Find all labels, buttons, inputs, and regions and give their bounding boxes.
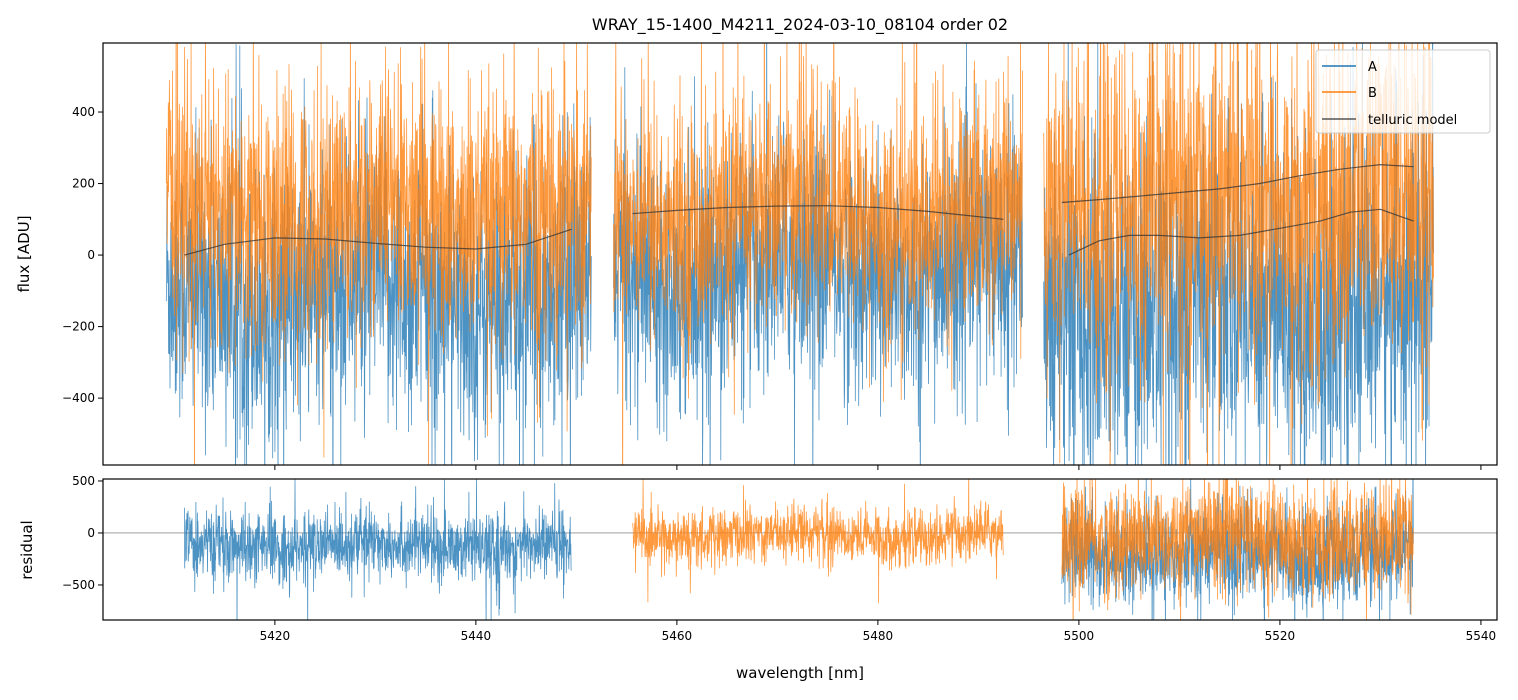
x-tick-label: 5420	[260, 629, 291, 643]
y-tick-label: 0	[87, 526, 95, 540]
x-axis-label: wavelength [nm]	[736, 664, 864, 682]
y-tick-label: 500	[72, 474, 95, 488]
legend-label-b: B	[1368, 86, 1377, 101]
axes-frame	[102, 478, 1498, 621]
series-b-segment-2	[1061, 479, 1414, 620]
y-tick-label: −200	[62, 320, 95, 334]
series-b-segment-1	[632, 479, 1004, 604]
telluric-model-curve-4	[1068, 208, 1414, 256]
y-tick-label: −500	[62, 578, 95, 592]
x-tick-label: 5520	[1265, 629, 1296, 643]
legend-box	[1315, 49, 1491, 134]
legend-label-a: A	[1368, 60, 1377, 75]
x-tick-label: 5500	[1064, 629, 1095, 643]
y-axis-label-flux: flux [ADU]	[15, 215, 33, 292]
x-tick-label: 5480	[863, 629, 894, 643]
y-axis-label-residual: residual	[18, 520, 36, 579]
series-b-segment-2	[613, 43, 1023, 465]
y-tick-label: 200	[72, 177, 95, 191]
x-tick-label: 5540	[1466, 629, 1497, 643]
telluric-model-curve-2	[632, 205, 1004, 220]
x-tick-label: 5460	[662, 629, 693, 643]
y-tick-label: 400	[72, 105, 95, 119]
telluric-model-curve-3	[1061, 163, 1414, 204]
plot-area	[165, 43, 1434, 465]
y-tick-label: −400	[62, 391, 95, 405]
axes-frame	[102, 42, 1498, 466]
legend-label-model: telluric model	[1368, 113, 1457, 128]
legend: A B telluric model	[1315, 49, 1491, 134]
plot-area	[103, 479, 1497, 620]
series-a-segment-1	[165, 44, 592, 465]
y-tick-label: 0	[87, 248, 95, 262]
chart-title: WRAY_15-1400_M4211_2024-03-10_08104 orde…	[592, 15, 1008, 35]
x-tick-label: 5440	[461, 629, 492, 643]
series-a-segment-1	[183, 479, 572, 620]
flux-panel: −400 −200 0 200 400	[62, 42, 1498, 470]
telluric-model-curve-1	[184, 228, 572, 256]
residual-panel: 5420 5440 5460 5480 5500 5520 5540 −500 0 500	[62, 474, 1498, 643]
